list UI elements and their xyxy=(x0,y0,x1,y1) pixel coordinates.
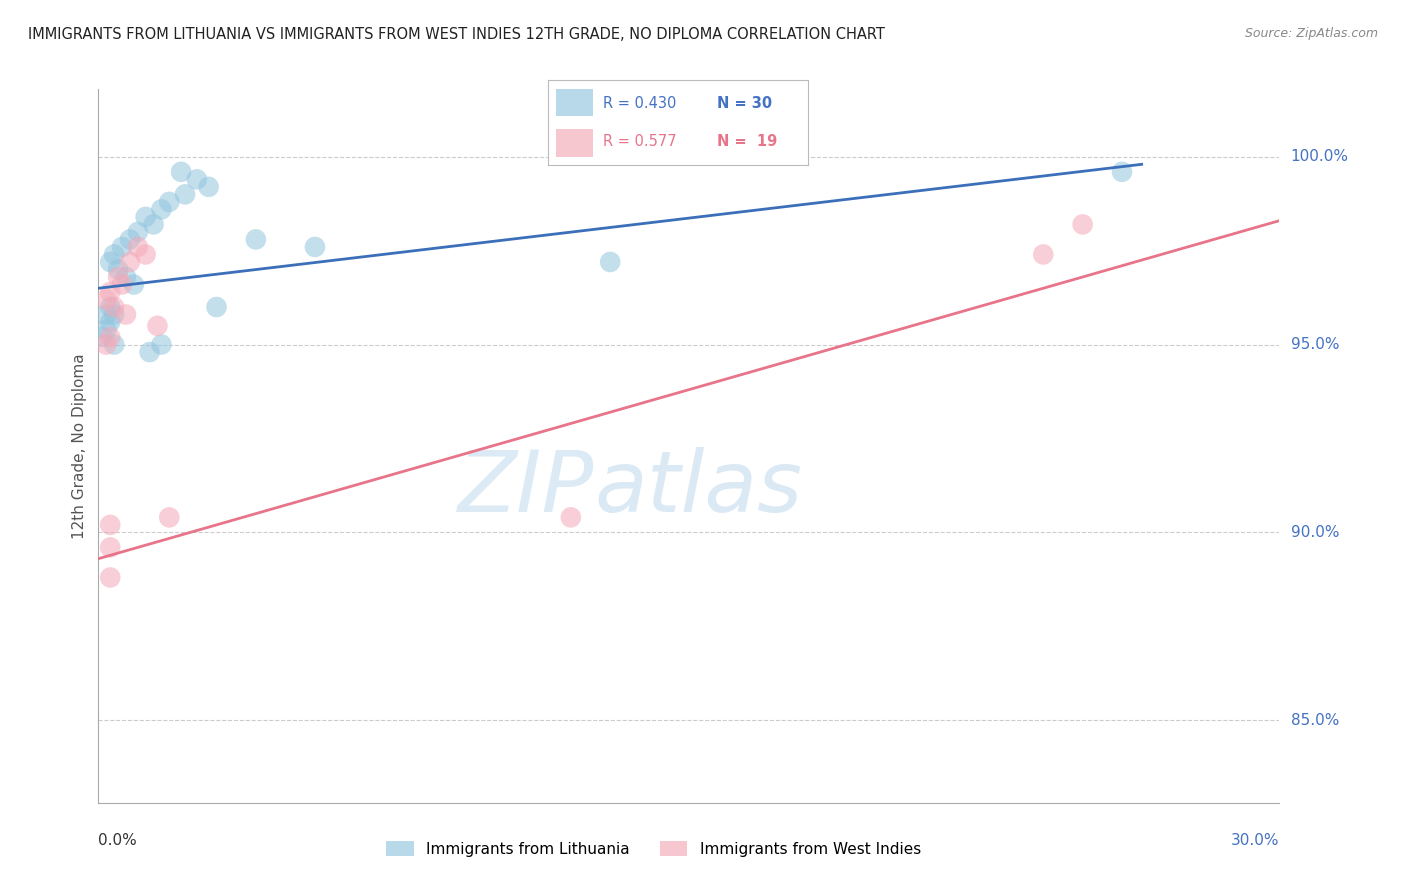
Text: 30.0%: 30.0% xyxy=(1232,833,1279,848)
Point xyxy=(118,255,141,269)
Point xyxy=(142,218,165,232)
Point xyxy=(96,308,118,322)
Text: R = 0.577: R = 0.577 xyxy=(603,134,676,149)
Y-axis label: 12th Grade, No Diploma: 12th Grade, No Diploma xyxy=(72,353,87,539)
Point xyxy=(103,247,125,261)
Text: 0.0%: 0.0% xyxy=(98,833,138,848)
Point xyxy=(122,277,145,292)
Text: N =  19: N = 19 xyxy=(717,134,778,149)
Point xyxy=(135,247,157,261)
Point xyxy=(115,308,138,322)
Text: atlas: atlas xyxy=(595,447,803,531)
Point xyxy=(98,330,121,344)
Point xyxy=(560,510,582,524)
Bar xyxy=(557,129,592,157)
Point xyxy=(98,255,121,269)
Point xyxy=(304,240,326,254)
Point xyxy=(135,210,157,224)
Point xyxy=(103,300,125,314)
Point xyxy=(127,225,149,239)
Text: 100.0%: 100.0% xyxy=(1291,149,1348,164)
Point xyxy=(245,232,267,246)
Point xyxy=(150,202,173,217)
Point xyxy=(174,187,197,202)
Point xyxy=(186,172,208,186)
Point xyxy=(157,194,180,209)
Bar xyxy=(557,89,592,116)
Point xyxy=(98,315,121,329)
Point xyxy=(96,293,118,307)
Point xyxy=(599,255,621,269)
Point xyxy=(197,179,219,194)
Point xyxy=(1032,247,1054,261)
Point xyxy=(103,337,125,351)
Point xyxy=(91,330,114,344)
Text: R = 0.430: R = 0.430 xyxy=(603,95,676,111)
Point xyxy=(205,300,228,314)
Point xyxy=(98,300,121,314)
Text: Source: ZipAtlas.com: Source: ZipAtlas.com xyxy=(1244,27,1378,40)
Text: 85.0%: 85.0% xyxy=(1291,713,1339,728)
Point xyxy=(138,345,160,359)
Text: ZIP: ZIP xyxy=(458,447,595,531)
Point xyxy=(98,541,121,555)
Point xyxy=(96,337,118,351)
Point xyxy=(146,318,169,333)
Point xyxy=(98,570,121,584)
Point xyxy=(98,285,121,299)
Text: 90.0%: 90.0% xyxy=(1291,524,1339,540)
Point xyxy=(98,517,121,532)
Point xyxy=(103,308,125,322)
Point xyxy=(118,232,141,246)
Text: 95.0%: 95.0% xyxy=(1291,337,1339,352)
Point xyxy=(107,270,129,285)
Point xyxy=(96,322,118,336)
Text: N = 30: N = 30 xyxy=(717,95,772,111)
Point xyxy=(115,270,138,285)
Point xyxy=(111,240,134,254)
Point xyxy=(107,262,129,277)
Point xyxy=(111,277,134,292)
Point xyxy=(127,240,149,254)
Point xyxy=(1111,165,1133,179)
Point xyxy=(1071,218,1094,232)
Point xyxy=(170,165,193,179)
Point xyxy=(150,337,173,351)
Text: IMMIGRANTS FROM LITHUANIA VS IMMIGRANTS FROM WEST INDIES 12TH GRADE, NO DIPLOMA : IMMIGRANTS FROM LITHUANIA VS IMMIGRANTS … xyxy=(28,27,884,42)
Point xyxy=(157,510,180,524)
Legend: Immigrants from Lithuania, Immigrants from West Indies: Immigrants from Lithuania, Immigrants fr… xyxy=(380,835,927,863)
